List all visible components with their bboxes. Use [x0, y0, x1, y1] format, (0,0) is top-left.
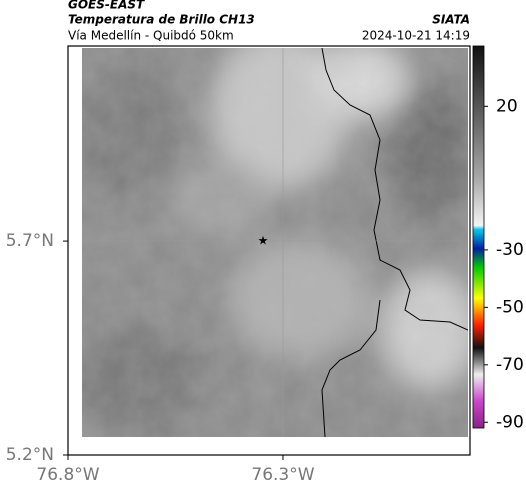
- location: Vía Medellín - Quibdó 50km: [68, 29, 234, 43]
- colorbar-tick-label: -50: [496, 297, 524, 317]
- satellite-image: [82, 48, 468, 437]
- subtitle: Temperatura de Brillo CH13: [68, 13, 255, 27]
- x-tick-label: 76.8°W: [36, 465, 99, 485]
- colorbar-tick-label: -90: [496, 412, 524, 432]
- map-frame: [67, 45, 471, 456]
- y-tick-label: 5.2°N: [6, 445, 54, 465]
- station-marker: ★: [258, 234, 269, 248]
- x-tick-label: 76.3°W: [251, 465, 314, 485]
- y-tick-label: 5.7°N: [6, 231, 54, 251]
- colorbar: [472, 45, 485, 429]
- source: SIATA: [432, 13, 470, 27]
- colorbar-tick-label: 20: [496, 96, 518, 116]
- title: GOES-EAST: [68, 0, 145, 12]
- colorbar-tick-label: -30: [496, 240, 524, 260]
- datetime: 2024-10-21 14:19: [362, 29, 470, 43]
- colorbar-tick-label: -70: [496, 355, 524, 375]
